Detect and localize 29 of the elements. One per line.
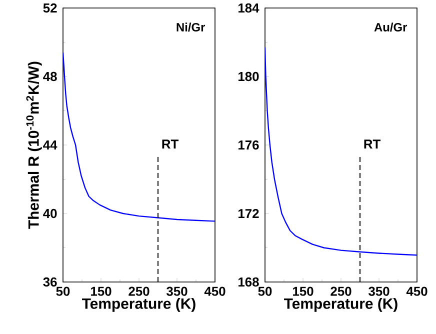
line-series: [265, 46, 418, 256]
y-tick-label: 176: [238, 140, 259, 150]
x-tick-label: 50: [56, 286, 70, 296]
y-tick-label: 44: [43, 140, 58, 150]
ref-line-label: RT: [162, 140, 179, 149]
y-tick-label: 48: [43, 72, 57, 82]
y-tick-label: 52: [43, 3, 57, 13]
y-tick-label: 40: [43, 208, 57, 218]
line-series: [63, 52, 215, 222]
y-tick-label: 172: [238, 208, 259, 218]
x-tick-label: 250: [128, 286, 150, 296]
x-axis-title: Temperature (K): [82, 298, 196, 312]
x-axis-title: Temperature (K): [284, 298, 398, 312]
x-tick-label: 350: [368, 286, 390, 296]
x-tick-label: 50: [258, 286, 272, 296]
x-tick-label: 250: [330, 286, 352, 296]
annotation: Au/Gr: [374, 22, 408, 32]
y-axis-title: Thermal R (10$^{-10}$m$^{2}$K/W): [26, 62, 42, 229]
x-tick-label: 150: [91, 286, 112, 296]
x-tick-label: 450: [406, 286, 428, 296]
x-tick-label: 150: [293, 286, 314, 296]
y-tick-label: 168: [238, 277, 259, 287]
y-tick-label: 36: [43, 277, 57, 287]
ref-line-label: RT: [364, 140, 381, 149]
annotation: Ni/Gr: [176, 22, 206, 32]
x-tick-label: 350: [166, 286, 188, 296]
x-tick-label: 450: [204, 286, 226, 296]
y-tick-label: 184: [238, 3, 260, 13]
y-tick-label: 180: [238, 72, 259, 82]
